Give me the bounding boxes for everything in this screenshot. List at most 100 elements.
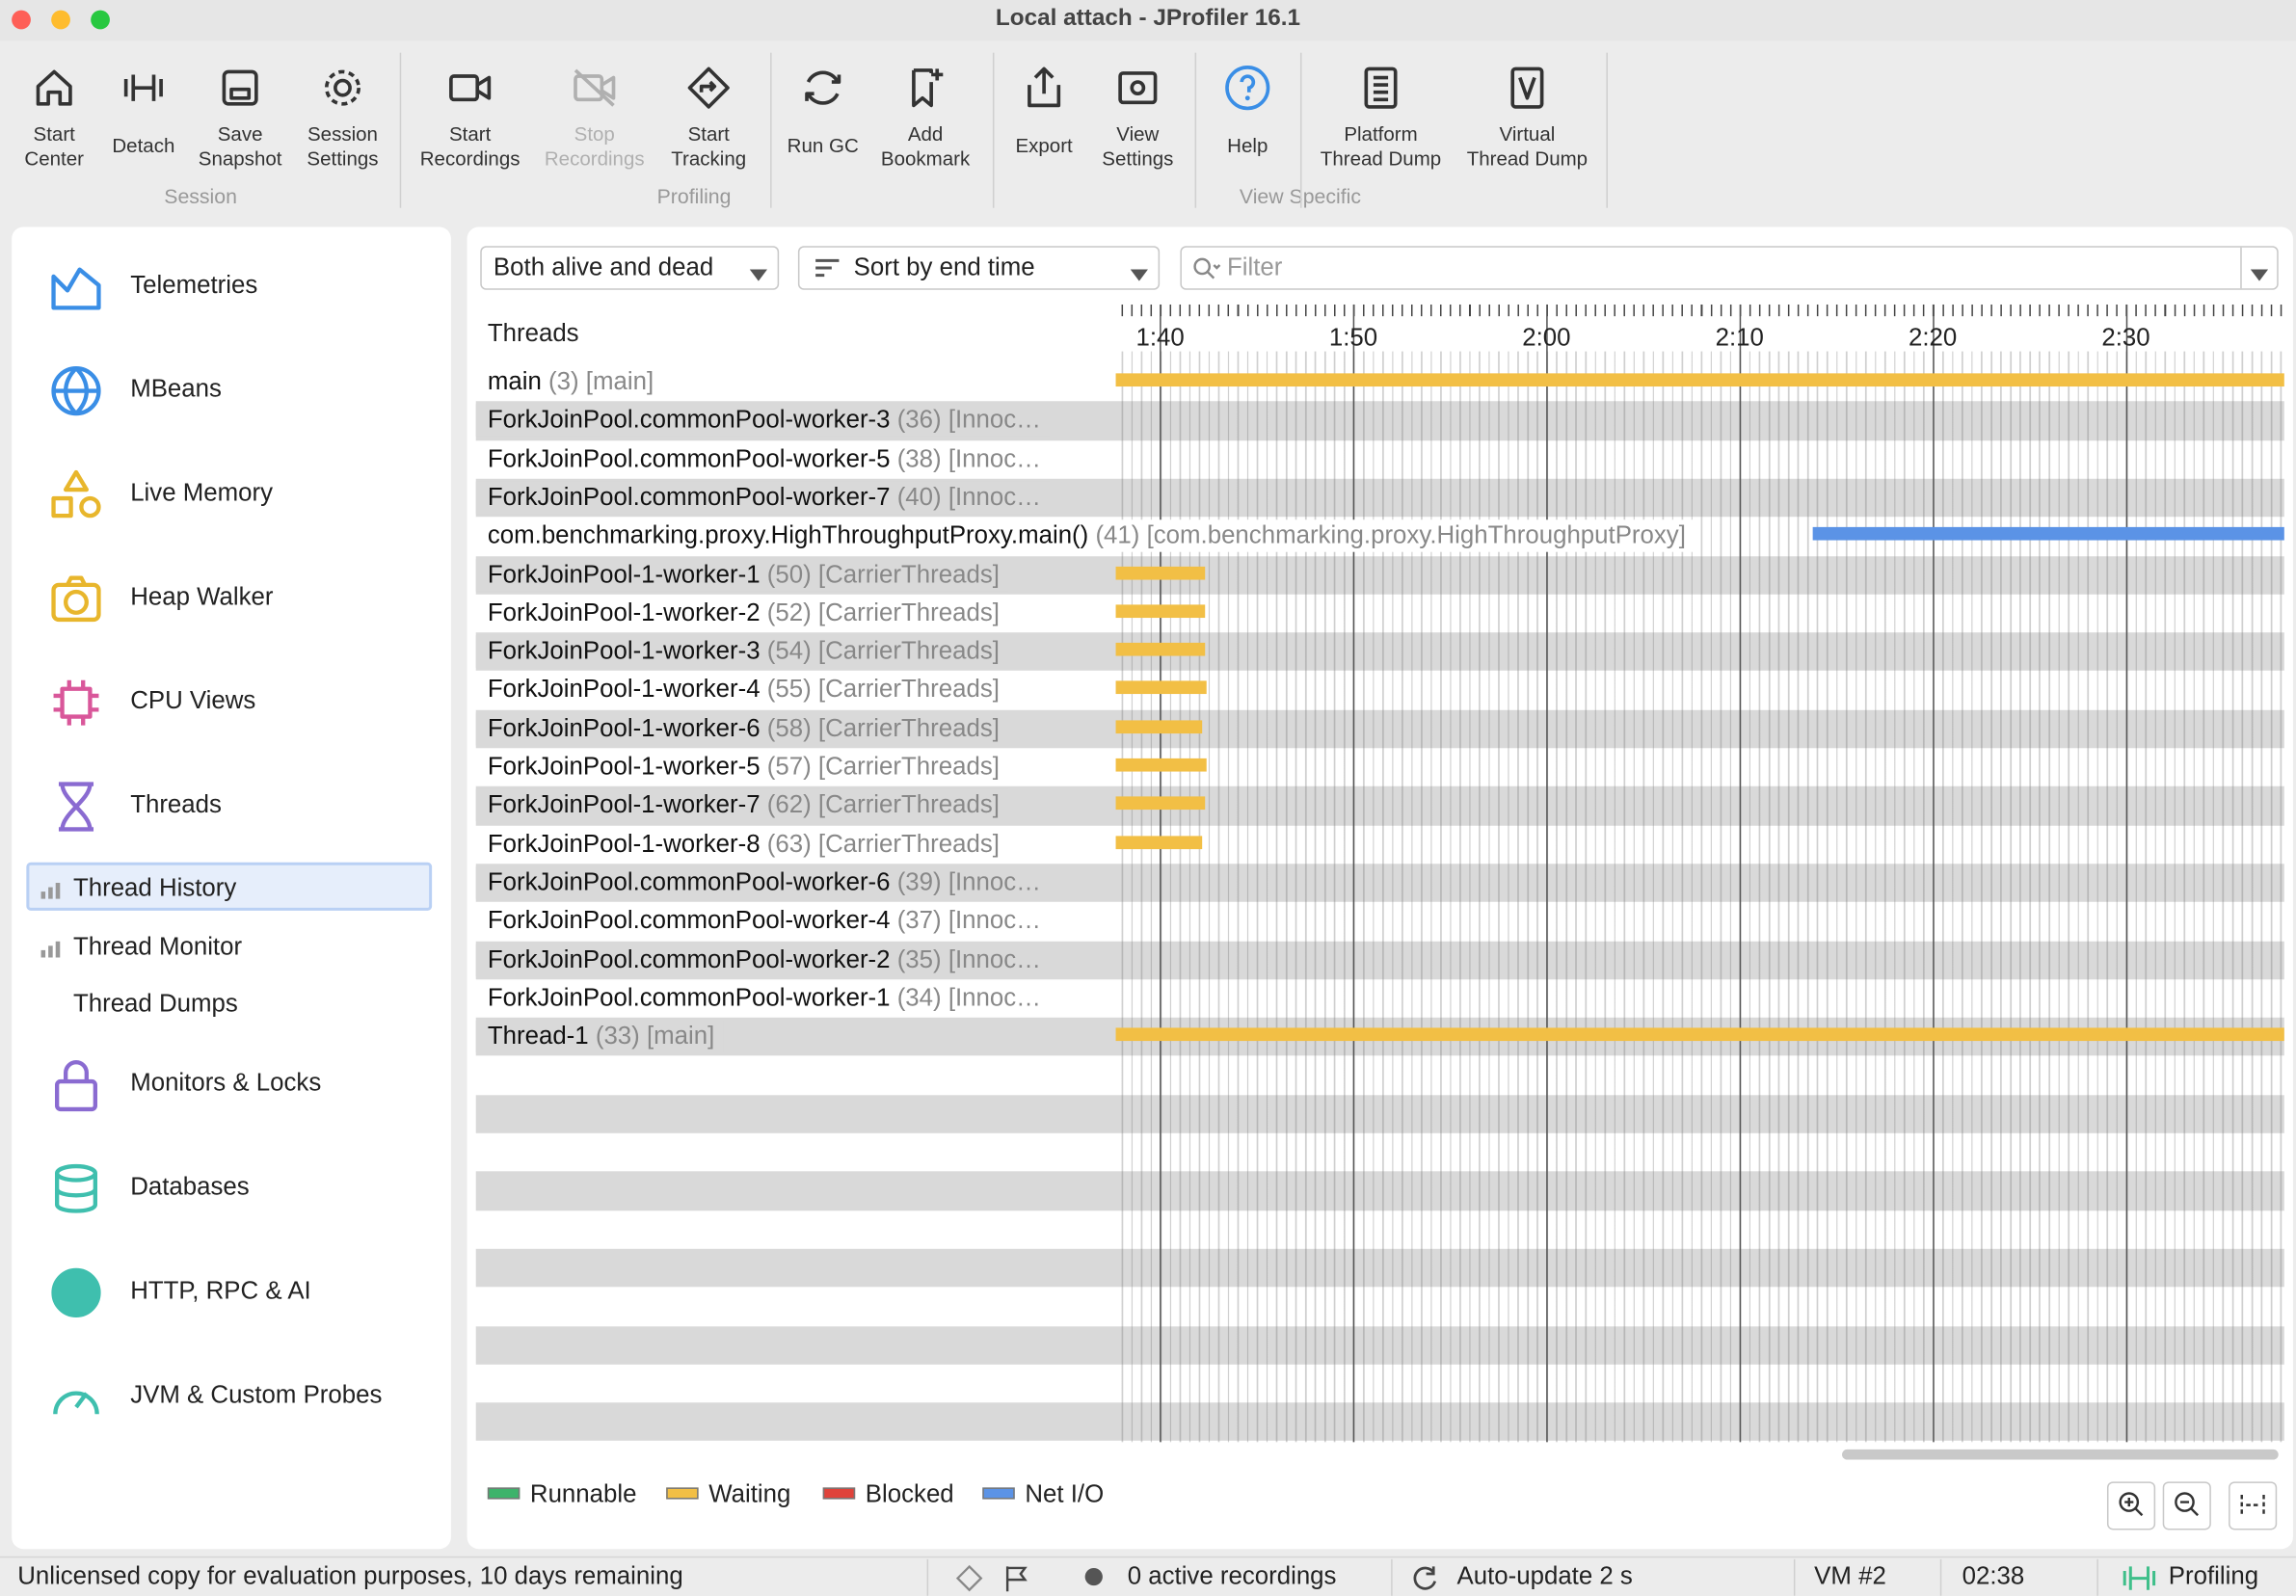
thread-label[interactable]: Thread-1 (33) [main] (475, 1020, 724, 1053)
sidebar-item[interactable]: Monitors & Locks (130, 1068, 322, 1097)
toolbar-button-label[interactable]: Center (24, 147, 84, 171)
toolbar-button-label[interactable]: Recordings (544, 147, 645, 171)
filter-field[interactable] (1180, 246, 2279, 290)
thread-label[interactable]: ForkJoinPool.commonPool-worker-1 (34) [I… (475, 982, 1051, 1015)
toolbar-button-label[interactable]: Bookmark (880, 147, 971, 171)
toolbar-separator (1299, 52, 1302, 208)
thread-state-bar (1115, 566, 1205, 579)
toolbar-button-label[interactable]: Thread Dump (1320, 147, 1442, 171)
thread-label[interactable]: ForkJoinPool-1-worker-7 (62) [CarrierThr… (475, 789, 1009, 822)
toolbar-button-label[interactable]: Stop (574, 122, 615, 146)
sidebar-item[interactable]: CPU Views (130, 686, 256, 715)
thread-label[interactable]: com.benchmarking.proxy.HighThroughputPro… (475, 519, 1695, 552)
thread-id: (63) (766, 829, 812, 858)
legend-swatch (822, 1487, 856, 1500)
thread-state-bar (1115, 373, 2284, 387)
sidebar-item[interactable]: HTTP, RPC & AI (130, 1276, 311, 1305)
sidebar-icon (48, 779, 104, 835)
toolbar-button-label[interactable]: Thread Dump (1466, 147, 1589, 171)
toolbar-button-label[interactable]: Platform (1344, 122, 1418, 146)
toolbar-icon (1021, 65, 1068, 112)
thread-id: (37) (896, 906, 942, 935)
toolbar-button-label[interactable]: Recordings (419, 147, 521, 171)
thread-label[interactable]: ForkJoinPool.commonPool-worker-4 (37) [I… (475, 905, 1051, 938)
toolbar-button-label[interactable]: Export (1015, 134, 1073, 157)
zoom-button[interactable] (2229, 1481, 2278, 1530)
zoom-button[interactable] (91, 10, 110, 30)
thread-id: (54) (766, 636, 812, 665)
thread-state-bar (1115, 796, 1205, 811)
thread-label[interactable]: ForkJoinPool.commonPool-worker-7 (40) [I… (475, 481, 1051, 515)
thread-label[interactable]: ForkJoinPool-1-worker-4 (55) [CarrierThr… (475, 674, 1009, 706)
toolbar-button-label[interactable]: Virtual (1499, 122, 1556, 146)
toolbar-button-label[interactable]: Session (307, 122, 378, 146)
toolbar-button-label[interactable]: Start (448, 122, 492, 146)
search-icon (1192, 256, 1221, 279)
thread-label[interactable]: ForkJoinPool-1-worker-6 (58) [CarrierThr… (475, 712, 1009, 745)
sidebar-icon (48, 467, 104, 523)
sidebar-item[interactable]: Live Memory (130, 478, 274, 507)
sidebar-icon (48, 1057, 104, 1113)
toolbar-separator (770, 52, 772, 208)
zoom-button[interactable] (2162, 1481, 2211, 1530)
toolbar-separator (992, 52, 995, 208)
thread-state-bar (1115, 758, 1207, 772)
thread-label[interactable]: main (3) [main] (475, 365, 663, 399)
thread-name: ForkJoinPool.commonPool-worker-2 (487, 944, 891, 973)
thread-id: (58) (766, 713, 812, 742)
liveness-dropdown[interactable] (480, 246, 780, 290)
sidebar-item[interactable]: MBeans (130, 374, 222, 403)
toolbar-icon (1504, 65, 1551, 112)
toolbar-icon (1114, 65, 1161, 112)
sidebar-icon (48, 675, 104, 731)
thread-label[interactable]: ForkJoinPool-1-worker-3 (54) [CarrierThr… (475, 635, 1009, 668)
thread-label[interactable]: ForkJoinPool-1-worker-8 (63) [CarrierThr… (475, 828, 1009, 861)
sidebar-item[interactable]: Databases (130, 1172, 250, 1201)
toolbar-button-label[interactable]: Save (217, 122, 263, 146)
thread-label[interactable]: ForkJoinPool.commonPool-worker-6 (39) [I… (475, 866, 1051, 899)
toolbar-button-label[interactable]: Settings (307, 147, 379, 171)
sort-icon (814, 257, 841, 278)
thread-label[interactable]: ForkJoinPool-1-worker-5 (57) [CarrierThr… (475, 751, 1009, 784)
sidebar-subitem[interactable]: Thread History (72, 873, 237, 902)
thread-label[interactable]: ForkJoinPool-1-worker-2 (52) [CarrierThr… (475, 597, 1009, 629)
toolbar-button-label[interactable]: Settings (1102, 147, 1174, 171)
toolbar-button-label[interactable]: Add (907, 122, 944, 146)
toolbar-button-label[interactable]: Detach (112, 134, 175, 157)
thread-id: (41) (1095, 521, 1140, 549)
toolbar-button-label[interactable]: Help (1227, 134, 1268, 157)
sidebar-item[interactable]: Heap Walker (130, 582, 274, 611)
toolbar-button-label[interactable]: Start (687, 122, 730, 146)
grid-line (1739, 304, 1742, 1443)
thread-name: ForkJoinPool.commonPool-worker-1 (487, 983, 891, 1012)
thread-state-bar (1115, 719, 1203, 733)
sidebar-item[interactable]: JVM & Custom Probes (130, 1380, 383, 1409)
sidebar-icon (48, 363, 104, 419)
zoom-button[interactable] (2106, 1481, 2156, 1530)
close-button[interactable] (12, 10, 31, 30)
minimize-button[interactable] (51, 10, 70, 30)
thread-label[interactable]: ForkJoinPool.commonPool-worker-5 (38) [I… (475, 442, 1051, 476)
sort-dropdown[interactable] (797, 246, 1161, 290)
sidebar-icon (48, 1369, 104, 1424)
thread-name: ForkJoinPool.commonPool-worker-6 (487, 867, 891, 896)
toolbar-button-label[interactable]: Tracking (671, 147, 747, 171)
thread-name: ForkJoinPool-1-worker-5 (487, 752, 761, 781)
toolbar-button-label[interactable]: View (1116, 122, 1160, 146)
thread-group: [main] (646, 1022, 715, 1051)
help-icon[interactable] (1224, 65, 1271, 112)
sidebar-item[interactable]: Threads (130, 790, 222, 819)
sidebar-subitem[interactable]: Thread Monitor (72, 931, 243, 960)
sidebar-item[interactable]: Telemetries (130, 271, 258, 299)
thread-id: (62) (766, 790, 812, 819)
thread-id: (33) (595, 1022, 640, 1051)
thread-label[interactable]: ForkJoinPool.commonPool-worker-2 (35) [I… (475, 944, 1051, 976)
toolbar-button-label[interactable]: Start (33, 122, 75, 146)
sidebar-subitem[interactable]: Thread Dumps (72, 989, 238, 1018)
thread-label[interactable]: ForkJoinPool-1-worker-1 (50) [CarrierThr… (475, 558, 1009, 591)
toolbar-button-label[interactable]: Snapshot (198, 147, 282, 171)
toolbar-button-label[interactable]: Run GC (787, 134, 859, 157)
thread-name: ForkJoinPool.commonPool-worker-3 (487, 406, 891, 435)
thread-label[interactable]: ForkJoinPool.commonPool-worker-3 (36) [I… (475, 404, 1051, 438)
thread-id: (39) (896, 867, 942, 896)
